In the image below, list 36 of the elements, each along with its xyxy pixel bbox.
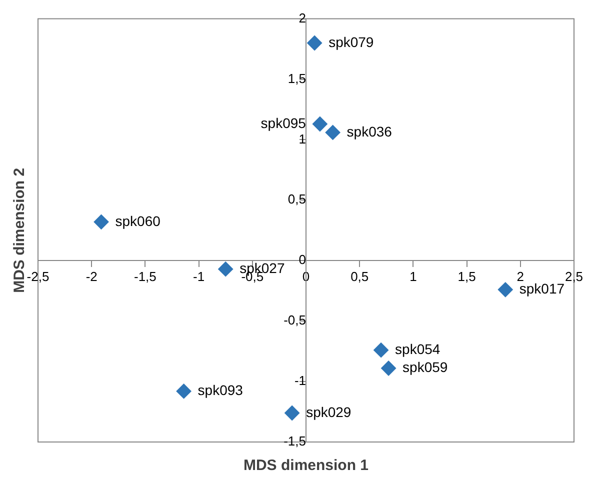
x-axis-title: MDS dimension 1 xyxy=(243,457,369,474)
point xyxy=(176,384,192,399)
point xyxy=(312,116,328,132)
annotation: spk093 xyxy=(198,382,244,398)
y-tick-label: -1 xyxy=(294,373,306,388)
point xyxy=(325,124,340,140)
annotation: spk095 xyxy=(260,114,306,131)
point xyxy=(284,405,300,420)
y-tick-label: 1 xyxy=(298,131,306,146)
x-tick-label: -1 xyxy=(193,269,205,284)
y-axis-title: MDS dimension 2 xyxy=(11,168,28,293)
annotation: spk059 xyxy=(402,359,448,376)
y-tick-label: 0,5 xyxy=(288,192,306,207)
annotation: spk029 xyxy=(306,404,352,420)
y-tick-label: -0,5 xyxy=(284,312,306,328)
x-tick-label: 1,5 xyxy=(458,269,476,284)
x-tick-label: 1 xyxy=(410,269,417,284)
point xyxy=(307,35,322,50)
annotation: spk054 xyxy=(395,340,440,357)
point xyxy=(381,360,396,376)
y-tick-label: -1,5 xyxy=(284,434,306,449)
x-tick-label: -2 xyxy=(86,269,98,284)
point xyxy=(94,214,109,230)
y-tick-label: 2 xyxy=(298,10,306,26)
y-tick-label: 1,5 xyxy=(288,70,306,86)
point xyxy=(374,342,389,358)
x-tick-label: -2,5 xyxy=(26,269,50,284)
x-tick-label: 2,5 xyxy=(564,269,584,284)
point xyxy=(218,262,234,277)
annotation: spk060 xyxy=(115,212,161,229)
x-tick-label: -1,5 xyxy=(134,269,156,284)
point xyxy=(498,282,513,298)
y-tick-label: 0 xyxy=(298,252,306,268)
annotation: spk036 xyxy=(346,123,392,140)
x-tick-label: 0,5 xyxy=(350,269,369,284)
annotation: spk079 xyxy=(328,34,374,50)
